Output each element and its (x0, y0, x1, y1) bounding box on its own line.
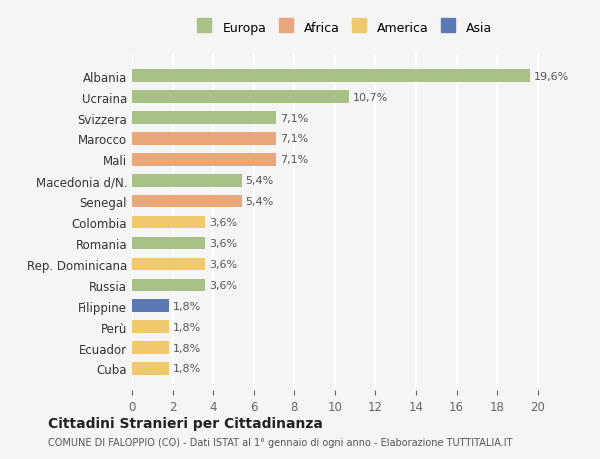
Bar (132, 154, 276, 166)
Bar (132, 174, 242, 187)
Text: COMUNE DI FALOPPIO (CO) - Dati ISTAT al 1° gennaio di ogni anno - Elaborazione T: COMUNE DI FALOPPIO (CO) - Dati ISTAT al … (48, 437, 512, 447)
Bar (132, 341, 169, 354)
Text: 3,6%: 3,6% (209, 239, 237, 248)
Text: 7,1%: 7,1% (280, 113, 308, 123)
Legend: Europa, Africa, America, Asia: Europa, Africa, America, Asia (194, 18, 496, 38)
Text: 19,6%: 19,6% (533, 72, 569, 82)
Text: 7,1%: 7,1% (280, 134, 308, 144)
Text: 1,8%: 1,8% (173, 301, 201, 311)
Bar (132, 91, 349, 104)
Text: 5,4%: 5,4% (245, 176, 274, 186)
Text: 1,8%: 1,8% (173, 322, 201, 332)
Bar (132, 237, 205, 250)
Text: 1,8%: 1,8% (173, 364, 201, 374)
Bar (132, 133, 276, 146)
Bar (132, 196, 242, 208)
Bar (132, 363, 169, 375)
Text: 3,6%: 3,6% (209, 218, 237, 228)
Bar (132, 279, 205, 291)
Text: 10,7%: 10,7% (353, 92, 388, 102)
Text: 1,8%: 1,8% (173, 343, 201, 353)
Bar (132, 258, 205, 271)
Bar (132, 70, 530, 83)
Text: 7,1%: 7,1% (280, 155, 308, 165)
Text: 3,6%: 3,6% (209, 259, 237, 269)
Text: 3,6%: 3,6% (209, 280, 237, 290)
Text: Cittadini Stranieri per Cittadinanza: Cittadini Stranieri per Cittadinanza (48, 416, 323, 430)
Bar (132, 321, 169, 333)
Text: 5,4%: 5,4% (245, 197, 274, 207)
Bar (132, 112, 276, 124)
Bar (132, 216, 205, 229)
Bar (132, 300, 169, 312)
